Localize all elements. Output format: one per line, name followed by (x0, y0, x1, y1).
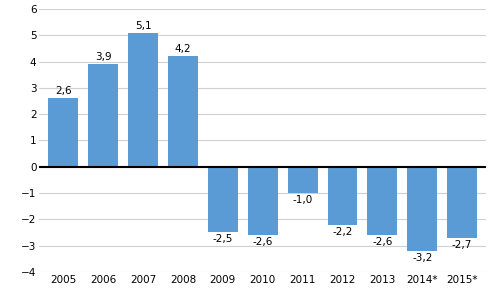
Text: 2,6: 2,6 (55, 86, 72, 96)
Text: -2,2: -2,2 (332, 226, 353, 236)
Bar (327, 167, 357, 224)
Text: 5,1: 5,1 (135, 21, 151, 31)
Bar (48, 98, 78, 167)
Bar (447, 167, 477, 238)
Bar (288, 167, 318, 193)
Text: -1,0: -1,0 (293, 195, 313, 205)
Text: -2,6: -2,6 (252, 237, 273, 247)
Bar (248, 167, 277, 235)
Text: -2,6: -2,6 (372, 237, 392, 247)
Bar (367, 167, 397, 235)
Bar (208, 167, 238, 233)
Text: -2,5: -2,5 (213, 234, 233, 245)
Text: 4,2: 4,2 (175, 44, 191, 54)
Bar (128, 33, 158, 167)
Bar (88, 64, 118, 167)
Text: -2,7: -2,7 (452, 240, 472, 250)
Bar (408, 167, 437, 251)
Text: 3,9: 3,9 (95, 52, 111, 62)
Bar (168, 56, 198, 167)
Text: -3,2: -3,2 (412, 253, 433, 263)
